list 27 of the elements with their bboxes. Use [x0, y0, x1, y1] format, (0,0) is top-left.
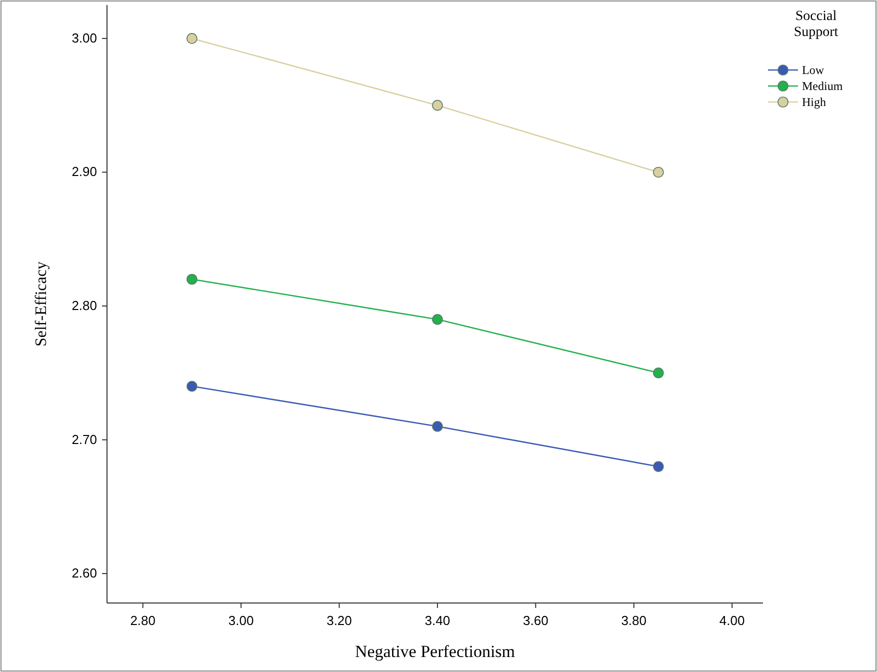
y-tick-label: 3.00 [72, 30, 97, 46]
point [432, 421, 443, 432]
point [653, 367, 664, 378]
x-tick-label: 3.60 [523, 613, 548, 628]
legend-label: High [802, 95, 826, 109]
x-tick-label: 3.80 [621, 613, 647, 628]
point [653, 461, 664, 472]
y-tick-label: 2.90 [72, 164, 97, 180]
point [432, 314, 443, 325]
point [432, 100, 443, 111]
legend-label: Medium [802, 79, 844, 93]
point [186, 380, 198, 392]
x-tick-label: 3.00 [228, 613, 254, 628]
x-tick-label: 4.00 [719, 613, 745, 628]
y-tick-label: 2.60 [72, 566, 97, 581]
point [186, 33, 198, 44]
x-tick-label: 3.40 [424, 613, 450, 628]
legend-label: Low [802, 63, 824, 77]
y-axis-title: Self-Efficacy [33, 262, 50, 346]
x-axis-title: Negative Perfectionism [354, 642, 516, 661]
point [653, 166, 664, 178]
legend-title: Soccial Support [794, 9, 838, 40]
point [186, 274, 198, 285]
y-tick-label: 2.70 [72, 432, 97, 447]
y-tick-label: 2.80 [72, 298, 97, 314]
x-tick-label: 3.20 [326, 613, 352, 628]
x-tick-label: 2.80 [130, 613, 156, 628]
